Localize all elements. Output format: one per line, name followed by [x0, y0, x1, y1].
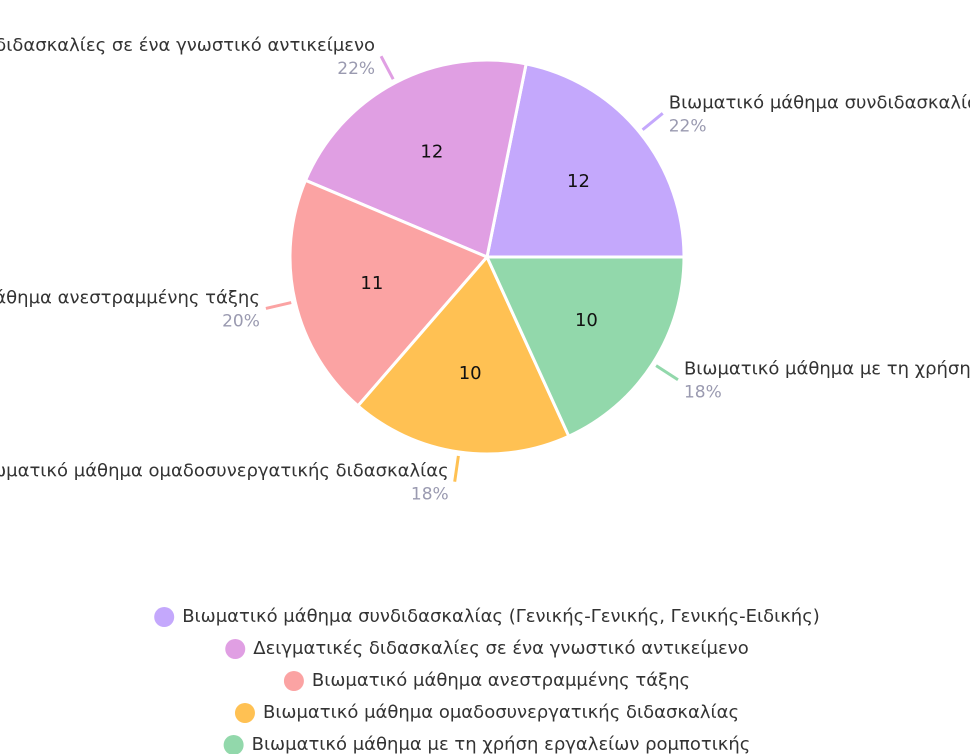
slice-label: Βιωματικό μάθημα συνδιδασκαλίας (Γενικής…	[669, 92, 970, 113]
legend-swatch	[234, 703, 255, 723]
slice-value: 12	[567, 171, 590, 192]
leader-line	[379, 55, 395, 80]
legend-swatch	[283, 671, 304, 691]
slice-percent: 20%	[222, 311, 260, 331]
legend-label: Βιωματικό μάθημα με τη χρήση εργαλείων ρ…	[252, 734, 751, 754]
slice-value: 10	[575, 310, 598, 331]
slice-percent: 18%	[411, 485, 449, 505]
leader-line	[265, 301, 292, 310]
legend-label: Βιωματικό μάθημα συνδιδασκαλίας (Γενικής…	[182, 606, 820, 627]
slice-label: Βιωματικό μάθημα ομαδοσυνεργατικής διδασ…	[0, 461, 449, 482]
slice-value: 10	[459, 363, 482, 384]
pie-slice	[355, 254, 571, 456]
slice-percent: 18%	[684, 383, 722, 403]
leader-line	[655, 364, 679, 381]
leader-line	[641, 112, 664, 131]
legend-label: Δειγματικές διδασκαλίες σε ένα γνωστικό …	[253, 638, 749, 659]
legend-swatch	[154, 607, 175, 627]
slice-value: 12	[420, 141, 443, 162]
legend-label: Βιωματικό μάθημα ανεστραμμένης τάξης	[312, 670, 690, 691]
pie-slice	[484, 255, 686, 439]
pie-slice	[485, 62, 686, 259]
pie-slice	[303, 58, 528, 260]
pie-slice	[288, 178, 490, 408]
slice-percent: 22%	[669, 116, 707, 136]
leader-line	[453, 455, 460, 482]
legend-swatch	[223, 735, 244, 754]
slice-label: Βιωματικό μάθημα με τη χρήση εργαλείων ρ…	[684, 359, 970, 380]
slice-label: Βιωματικό μάθημα ανεστραμμένης τάξης	[0, 287, 260, 308]
slice-percent: 22%	[337, 59, 375, 79]
slice-label: Δειγματικές διδασκαλίες σε ένα γνωστικό …	[0, 35, 375, 56]
legend-swatch	[225, 639, 246, 659]
legend-label: Βιωματικό μάθημα ομαδοσυνεργατικής διδασ…	[263, 702, 739, 723]
slice-value: 11	[360, 273, 383, 294]
